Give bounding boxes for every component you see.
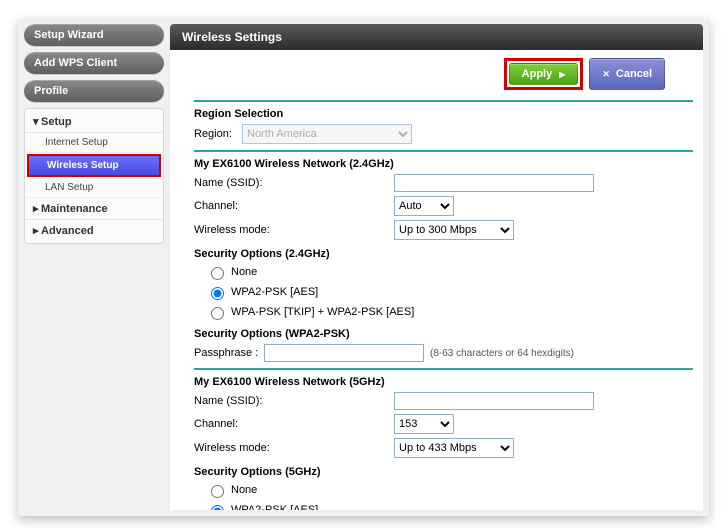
cancel-button-label: Cancel	[616, 68, 652, 80]
mode5-select[interactable]: Up to 433 Mbps	[394, 438, 514, 458]
region-row: Region: North America	[194, 122, 693, 146]
sidebar-pill-setup-wizard[interactable]: Setup Wizard	[24, 24, 164, 46]
nav-item-internet-setup[interactable]: Internet Setup	[25, 133, 163, 153]
sec5-title: Security Options (5GHz)	[194, 466, 693, 478]
wpa24-title: Security Options (WPA2-PSK)	[194, 328, 693, 340]
divider	[194, 150, 693, 152]
ssid5-input[interactable]	[394, 392, 594, 410]
channel24-label: Channel:	[194, 200, 394, 212]
sec5-radio-none[interactable]	[211, 485, 224, 498]
channel5-label: Channel:	[194, 418, 394, 430]
sec24-radio-none[interactable]	[211, 267, 224, 280]
sec24-radio-mixed[interactable]	[211, 307, 224, 320]
mode5-label: Wireless mode:	[194, 442, 394, 454]
sec24-mixed-label: WPA-PSK [TKIP] + WPA2-PSK [AES]	[231, 306, 414, 318]
chevron-right-icon: ▸	[33, 202, 41, 215]
mode24-label: Wireless mode:	[194, 224, 394, 236]
button-bar: Apply Cancel	[194, 50, 693, 96]
sidebar-nav-panel: ▾Setup Internet Setup Wireless Setup LAN…	[24, 108, 164, 244]
nav-group-maintenance-label: Maintenance	[41, 203, 108, 215]
close-icon	[602, 68, 612, 80]
content-scroll[interactable]: Apply Cancel Region Selection Region: No…	[170, 50, 703, 510]
chevron-down-icon: ▾	[33, 115, 41, 128]
main-area: Wireless Settings Apply Cancel Region Se…	[170, 18, 709, 516]
page-title: Wireless Settings	[170, 24, 703, 50]
sidebar-pill-profile[interactable]: Profile	[24, 80, 164, 102]
sec5-radio-wpa2[interactable]	[211, 505, 224, 510]
ssid5-label: Name (SSID):	[194, 395, 394, 407]
sec5-none-label: None	[231, 484, 257, 496]
nav-group-maintenance[interactable]: ▸Maintenance	[25, 198, 163, 220]
ssid24-input[interactable]	[394, 174, 594, 192]
divider	[194, 100, 693, 102]
sec24-radio-wpa2[interactable]	[211, 287, 224, 300]
pass24-label: Passphrase :	[194, 347, 264, 359]
band5-title: My EX6100 Wireless Network (5GHz)	[194, 376, 693, 388]
channel5-select[interactable]: 153	[394, 414, 454, 434]
nav-group-setup[interactable]: ▾Setup	[25, 111, 163, 133]
ssid24-label: Name (SSID):	[194, 177, 394, 189]
pass24-hint: (8-63 characters or 64 hexdigits)	[430, 348, 574, 359]
nav-item-lan-setup[interactable]: LAN Setup	[25, 178, 163, 198]
app-window: Setup Wizard Add WPS Client Profile ▾Set…	[18, 18, 709, 516]
chevron-right-icon: ▸	[33, 224, 41, 237]
nav-group-setup-label: Setup	[41, 116, 72, 128]
nav-group-advanced[interactable]: ▸Advanced	[25, 220, 163, 241]
nav-item-wireless-setup[interactable]: Wireless Setup	[29, 156, 159, 175]
apply-button[interactable]: Apply	[509, 63, 579, 85]
mode24-select[interactable]: Up to 300 Mbps	[394, 220, 514, 240]
region-section-title: Region Selection	[194, 108, 693, 120]
cancel-button[interactable]: Cancel	[589, 58, 665, 90]
region-select: North America	[242, 124, 412, 144]
region-label: Region:	[194, 128, 242, 140]
band24-title: My EX6100 Wireless Network (2.4GHz)	[194, 158, 693, 170]
channel24-select[interactable]: Auto	[394, 196, 454, 216]
apply-highlight-box: Apply	[504, 58, 584, 90]
sidebar-pill-add-wps[interactable]: Add WPS Client	[24, 52, 164, 74]
pass24-input[interactable]	[264, 344, 424, 362]
sec24-none-label: None	[231, 266, 257, 278]
nav-item-wireless-setup-highlight: Wireless Setup	[27, 154, 161, 177]
sidebar: Setup Wizard Add WPS Client Profile ▾Set…	[18, 18, 170, 516]
nav-group-advanced-label: Advanced	[41, 225, 94, 237]
sec5-wpa2-label: WPA2-PSK [AES]	[231, 504, 318, 510]
sec24-title: Security Options (2.4GHz)	[194, 248, 693, 260]
sec24-wpa2-label: WPA2-PSK [AES]	[231, 286, 318, 298]
divider	[194, 368, 693, 370]
